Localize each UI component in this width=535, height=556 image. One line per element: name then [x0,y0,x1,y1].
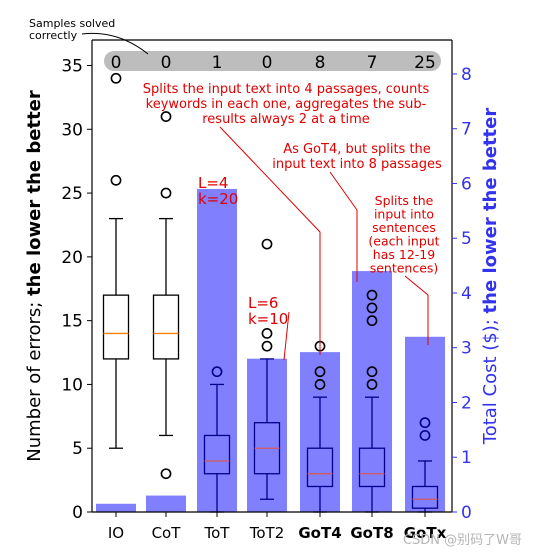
flier-point [261,328,273,339]
right-axis-label: Total Cost ($); the lower the better [480,108,501,446]
left-tick-label: 30 [61,120,83,140]
samples-value: 8 [315,53,326,73]
left-tick-label: 0 [72,503,83,523]
annotations-layer: L=4k=20 L=6k=10 Splits the input text into… [143,82,442,361]
left-tick-label: 15 [61,312,83,332]
samples-pointer [81,32,149,55]
pointer-gotx [404,275,429,345]
annotation-gotx: sentences) [370,261,439,276]
flier-point [366,289,378,301]
boxplot-io [102,72,130,449]
boxplot-tot2 [253,238,281,500]
samples-value: 0 [262,53,273,73]
samples-label-line: Samples solved [29,17,115,30]
boxplot-cot [152,111,180,480]
right-tick-label: 3 [461,339,472,359]
cost-bar-tot [197,188,237,512]
flier-point [160,187,172,199]
annotation-tot2: L=6 [248,294,278,312]
samples-label-line: correctly [29,29,78,42]
flier-point [314,379,326,390]
left-tick-label: 5 [72,439,83,459]
box-iqr [358,447,386,488]
pointer-got4 [219,126,321,355]
cost-bar-got8 [352,271,392,512]
boxplot-gotx [411,417,439,513]
box-iqr [306,447,334,488]
flier-point [366,379,378,390]
x-tick-label: GoT4 [298,524,341,542]
box-iqr [152,294,180,360]
annotation-got4: Splits the input text into 4 passages, c… [143,82,430,97]
annotation-gotx: Splits the [375,193,434,208]
left-axis-label: Number of errors; the lower the better [24,90,45,462]
right-tick-label: 6 [461,174,472,194]
annotation-got8: input text into 8 passages [272,157,442,172]
right-tick-label: 1 [461,448,472,468]
box-iqr [203,434,231,475]
left-tick-label: 20 [61,248,83,268]
flier-point [110,72,122,84]
cost-bars-layer [96,188,445,512]
samples-value: 0 [111,53,122,73]
right-tick-label: 5 [461,229,472,249]
cost-bar-cot [146,495,186,512]
samples-band [104,51,441,71]
cost-bar-io [96,503,136,512]
x-tick-label: CoT [152,524,182,542]
flier-point [366,302,378,314]
annotation-got8: As GoT4, but splits the [283,142,431,157]
flier-point [160,468,172,480]
annotation-got4: keywords in each one, aggregates the sub… [146,97,427,112]
flier-point [261,340,273,352]
x-tick-label: GoTx [404,524,447,542]
samples-value: 7 [367,53,378,73]
left-tick-label: 35 [61,57,83,77]
pointer-tot2 [283,311,290,361]
flier-point [261,238,273,250]
right-tick-label: 8 [461,65,472,85]
samples-value: 1 [212,53,223,73]
flier-point [419,417,431,429]
pointer-got8 [329,171,358,282]
flier-point [110,174,122,186]
watermark: CSDN @别码了W哥 [403,533,522,548]
right-tick-label: 2 [461,393,472,413]
right-tick-label: 7 [461,120,472,140]
x-tick-label: IO [108,524,124,542]
annotation-gotx: has 12-19 [373,247,435,262]
flier-point [160,111,172,122]
annotation-got4: results always 2 at a time [202,112,370,127]
annotation-tot2: k=10 [248,310,288,328]
left-tick-label: 25 [61,184,83,204]
boxplot-got8 [358,289,386,513]
annotation-gotx: (each input [368,234,439,249]
x-tick-label: ToT2 [249,524,285,542]
flier-point [314,366,326,378]
samples-value: 0 [161,53,172,73]
box-iqr [102,294,130,360]
flier-point [211,366,223,378]
left-tick-label: 10 [61,375,83,395]
x-tick-label: ToT [204,524,231,542]
flier-point [419,430,431,441]
annotation-tot: k=20 [198,190,238,208]
samples-value: 25 [414,53,436,73]
annotation-gotx: input into [374,207,434,222]
right-tick-label: 4 [461,284,472,304]
right-tick-label: 0 [461,503,472,523]
x-tick-label: GoT8 [350,524,393,542]
annotation-tot: L=4 [198,174,228,192]
annotation-gotx: sentences [372,220,436,235]
box-iqr [411,485,439,509]
flier-point [366,366,378,378]
flier-point [366,315,378,327]
